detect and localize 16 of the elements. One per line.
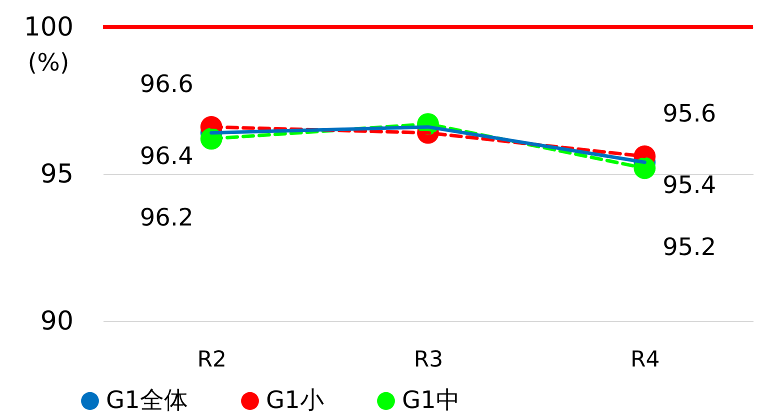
y-tick-label: 100	[24, 12, 74, 42]
data-label: 96.2	[140, 204, 194, 232]
y-tick-label: 90	[40, 306, 74, 336]
data-label: 95.2	[662, 233, 716, 262]
data-label: 96.6	[140, 70, 194, 98]
y-axis-title: (%)	[28, 48, 70, 76]
data-label: 95.6	[662, 99, 716, 128]
data-label: 96.4	[140, 142, 194, 170]
legend-label: G1小	[266, 386, 324, 414]
legend-label: G1中	[402, 386, 460, 414]
y-tick-label: 95	[40, 160, 74, 190]
x-tick-label: R4	[630, 348, 660, 372]
legend-label: G1全体	[106, 386, 188, 414]
data-label: 95.4	[662, 171, 716, 200]
x-tick-label: R2	[197, 348, 226, 372]
x-tick-label: R3	[414, 348, 444, 372]
